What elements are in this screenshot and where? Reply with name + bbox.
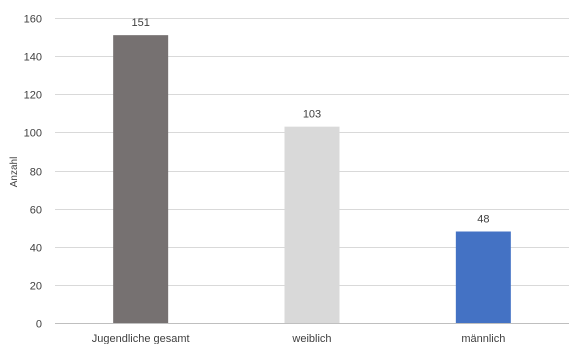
y-tick-label: 120 [24,90,42,102]
data-label-1: 151 [131,17,149,29]
y-tick-label: 20 [30,281,42,293]
bar-2 [284,126,340,323]
bars [113,35,511,323]
y-axis-ticks: 0 20 40 60 80 100 120 140 160 [24,14,42,331]
y-axis-title: Anzahl [9,157,20,188]
category-label-2: weiblich [291,333,331,344]
y-tick-label: 100 [24,128,42,140]
y-tick-label: 0 [36,319,42,331]
category-label-3: männlich [461,333,505,344]
y-tick-label: 40 [30,243,42,255]
data-label-3: 48 [477,214,489,226]
y-tick-label: 60 [30,205,42,217]
category-label-1: Jugendliche gesamt [92,333,190,344]
data-labels: 151 103 48 [131,17,489,225]
y-tick-label: 160 [24,14,42,26]
data-label-2: 103 [303,109,321,121]
y-tick-label: 140 [24,52,42,64]
bar-1 [113,35,169,323]
bar-3 [455,231,511,323]
y-tick-label: 80 [30,167,42,179]
x-axis-categories: Jugendliche gesamt weiblich männlich [92,333,506,344]
